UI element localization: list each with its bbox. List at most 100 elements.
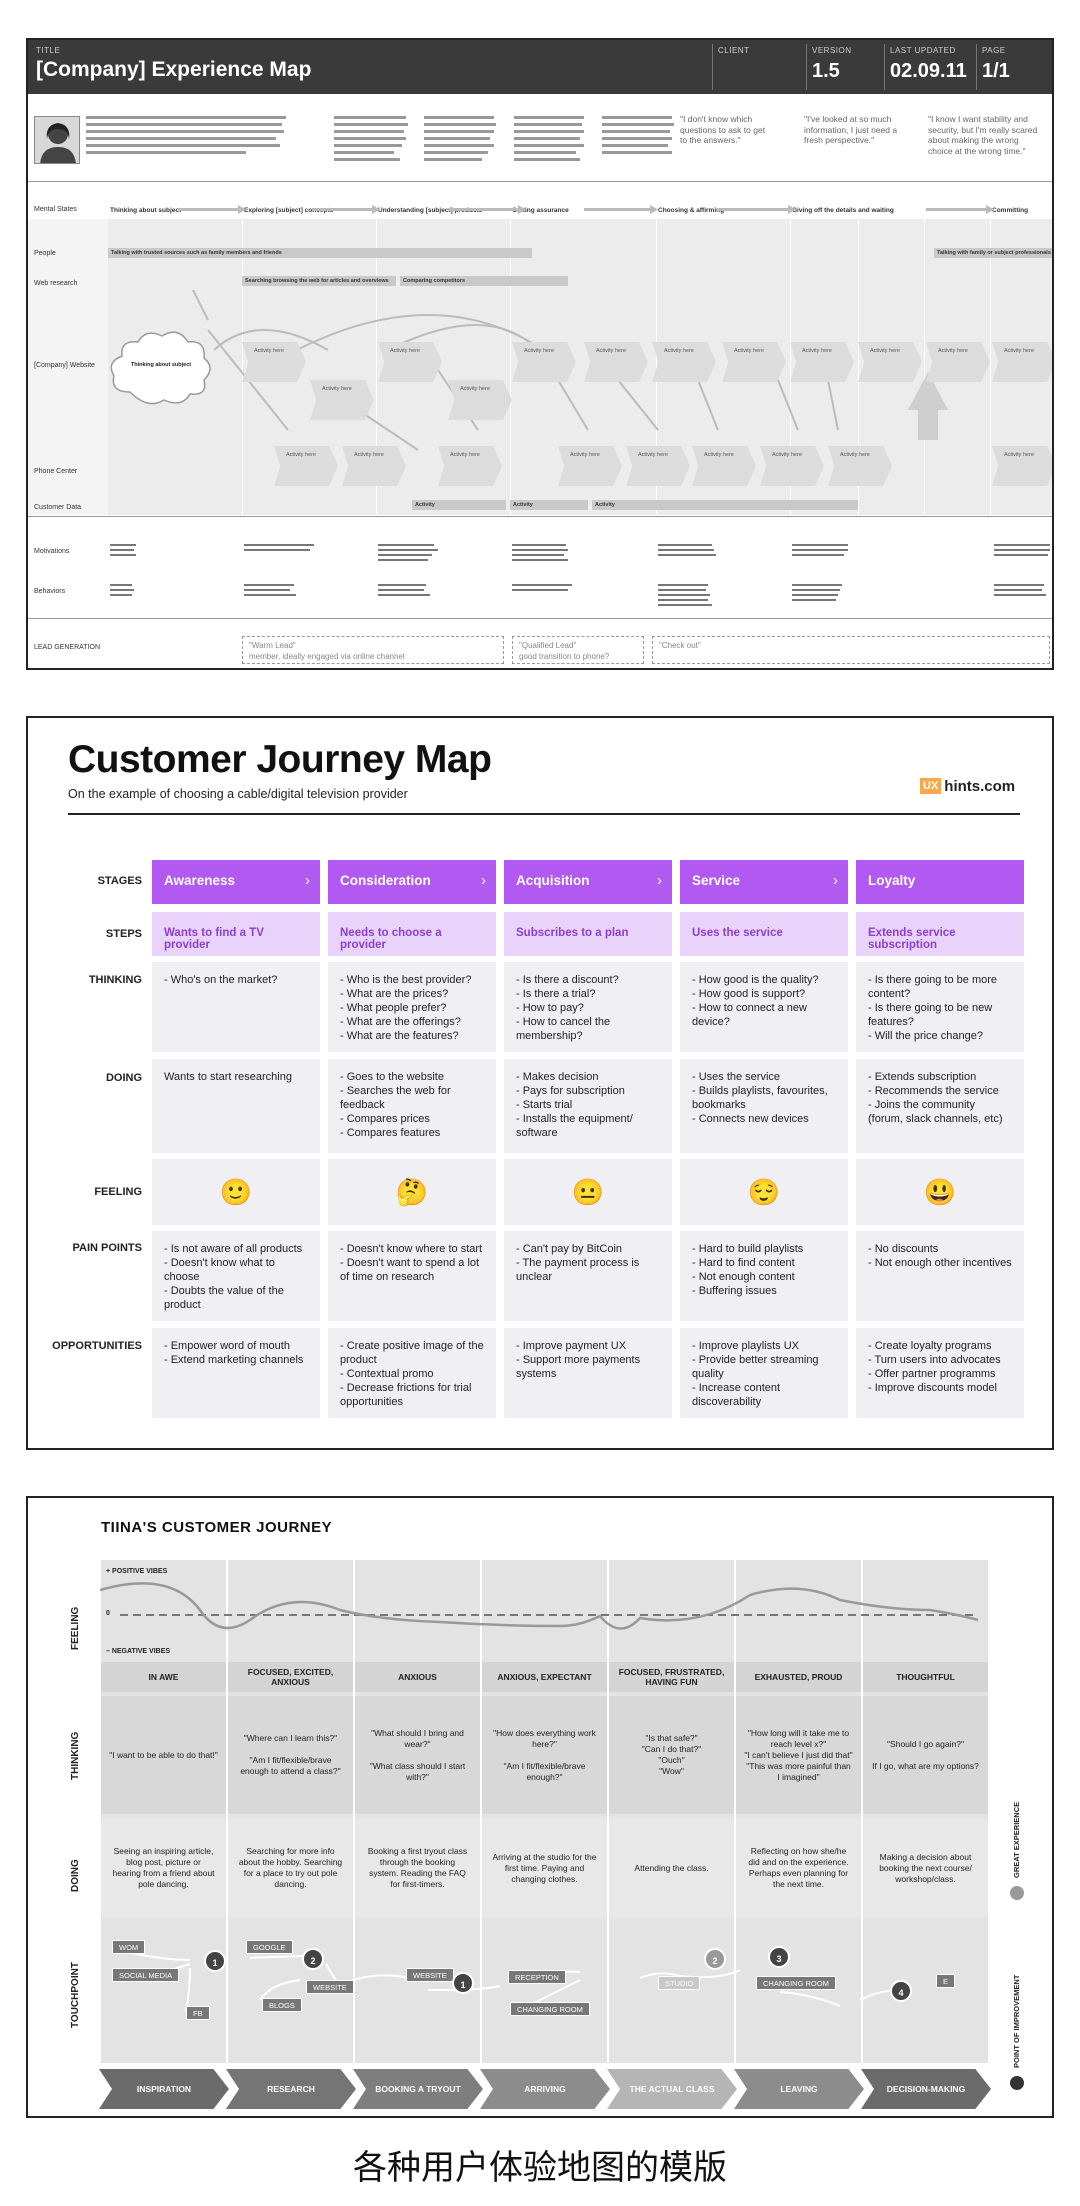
row-label-phone-center: Phone Center [34,468,78,475]
stage-3: Service › [680,860,848,904]
feeling-emoji-icon-2: 😐 [504,1159,672,1225]
phone-activity: Activity here [828,446,892,486]
phone-activity: Activity here [274,446,338,486]
phase-0: INSPIRATION [99,2069,229,2109]
emotion-6: THOUGHTFUL [863,1662,988,1692]
thinking-cell-1: - Who is the best provider? - What are t… [328,962,496,1052]
touchpoint-tag: BLOGS [262,1998,302,2012]
website-activity: Activity here [448,380,512,420]
touchpoint-tag: WEBSITE [406,1968,454,1982]
row-label-people: People [34,250,56,257]
tiina-title: TIINA'S CUSTOMER JOURNEY [101,1519,333,1536]
zero-label: 0 [106,1610,110,1617]
persona-section: "I don't know which questions to ask to … [28,94,1052,182]
customer-journey-map-panel: Customer Journey Map On the example of c… [26,716,1054,1450]
opportunity-cell-3: - Improve playlists UX - Provide better … [680,1328,848,1418]
website-activity: Activity here [790,342,854,382]
website-activity: Activity here [926,342,990,382]
touchpoint-number: 4 [890,1980,912,2002]
website-activity: Activity here [310,380,374,420]
row-label-web-research: Web research [34,280,78,287]
touchpoint-connectors [117,1949,901,2013]
pain-cell-3: - Hard to build playlists - Hard to find… [680,1231,848,1321]
website-activity: Activity here [858,342,922,382]
cjm-subtitle: On the example of choosing a cable/digit… [68,787,408,801]
tiina-journey-panel: TIINA'S CUSTOMER JOURNEY FEELING THINKIN… [26,1496,1054,2118]
phone-activity: Activity here [692,446,756,486]
touchpoint-number: 1 [452,1972,474,1994]
title-caption: TITLE [36,46,61,55]
emotion-3: ANXIOUS, EXPECTANT [482,1662,607,1692]
tiina-row-label-doing: DOING [70,1859,81,1892]
touchpoint-number: 2 [302,1948,324,1970]
touchpoint-tag: E [936,1974,956,1988]
chevron-right-icon: › [481,872,486,889]
experience-map-header: TITLE [Company] Experience Map CLIENT VE… [28,40,1052,94]
phase-6: DECISION-MAKING [861,2069,991,2109]
bar-comparing: Comparing competitors [400,276,568,286]
bar-activity-3: Activity [592,500,858,510]
touchpoint-number: 2 [704,1948,726,1970]
cjm-title: Customer Journey Map [68,738,492,781]
doing-cell-2: - Makes decision - Pays for subscription… [504,1059,672,1153]
great-experience-dot-icon [1010,1886,1024,1900]
cjm-row-label-opportunities: OPPORTUNITIES [52,1340,142,1352]
cjm-row-label-feeling: FEELING [94,1186,142,1198]
touchpoint-tag: CHANGING ROOM [756,1976,836,1990]
tiina-doing-2: Booking a first tryout class through the… [355,1818,480,1918]
persona-quote-1: "I don't know which questions to ask to … [680,114,766,145]
legend-point-of-improvement: POINT OF IMPROVEMENT [1012,1974,1021,2068]
mental-state-4: Getting assurance [512,207,569,214]
doing-cell-3: - Uses the service - Builds playlists, f… [680,1059,848,1153]
phase-4: THE ACTUAL CLASS [607,2069,737,2109]
step-3: Uses the service [680,912,848,956]
updated-value: 02.09.11 [890,60,967,82]
touchpoint-tag: RECEPTION [508,1970,566,1984]
client-caption: CLIENT [718,46,750,55]
cjm-row-label-doing: DOING [105,1072,142,1084]
doing-cell-4: - Extends subscription - Recommends the … [856,1059,1024,1153]
positive-vibes-label: + POSITIVE VIBES [106,1568,168,1575]
lead-warm: "Warm Lead" member, ideally engaged via … [242,636,504,664]
motivations-placeholder-text [110,544,1050,606]
tiina-thinking-0: "I want to be able to do that!" [101,1696,226,1814]
tiina-doing-1: Searching for more info about the hobby.… [228,1818,353,1918]
mental-state-7: Committing [992,207,1029,214]
doing-cell-0: Wants to start researching [152,1059,320,1153]
feeling-emoji-icon-1: 🤔 [328,1159,496,1225]
phase-2: BOOKING A TRYOUT [353,2069,483,2109]
step-1: Needs to choose a provider [328,912,496,956]
tiina-thinking-2: "What should I bring and wear?" "What cl… [355,1696,480,1814]
website-activity: Activity here [722,342,786,382]
touchpoint-tag: FB [186,2006,210,2020]
pain-cell-2: - Can't pay by BitCoin - The payment pro… [504,1231,672,1321]
opportunity-cell-1: - Create positive image of the product -… [328,1328,496,1418]
row-label-lead-generation: LEAD GENERATION [34,644,100,651]
chevron-right-icon: › [305,872,310,889]
mental-state-5: Choosing & affirming [658,207,725,214]
thinking-cell-2: - Is there a discount? - Is there a tria… [504,962,672,1052]
tiina-row-label-touchpoint: TOUCHPOINT [70,1962,81,2028]
thinking-cloud-icon [110,331,211,405]
page-caption: PAGE [982,46,1006,55]
experience-map-panel: TITLE [Company] Experience Map CLIENT VE… [26,38,1054,670]
mental-state-3: Understanding [subject] products [378,207,483,214]
step-0: Wants to find a TV provider [152,912,320,956]
stage-1: Consideration › [328,860,496,904]
feeling-emoji-icon-4: 😃 [856,1159,1024,1225]
chevron-right-icon: › [833,872,838,889]
page-caption-text: 各种用户体验地图的模版 [353,2148,727,2188]
tiina-thinking-4: "Is that safe?" "Can I do that?" "Ouch" … [609,1696,734,1814]
feeling-emoji-icon-3: 😌 [680,1159,848,1225]
emotion-5: EXHAUSTED, PROUD [736,1662,861,1692]
phase-1: RESEARCH [226,2069,356,2109]
touchpoint-number: 1 [204,1950,226,1972]
pain-cell-1: - Doesn't know where to start - Doesn't … [328,1231,496,1321]
thinking-cell-3: - How good is the quality? - How good is… [680,962,848,1052]
phase-3: ARRIVING [480,2069,610,2109]
negative-vibes-label: – NEGATIVE VIBES [106,1648,171,1655]
updated-caption: LAST UPDATED [890,46,956,55]
cjm-row-label-stages: STAGES [97,875,142,887]
row-label-behaviors: Behaviors [34,588,66,595]
version-value: 1.5 [812,60,840,82]
